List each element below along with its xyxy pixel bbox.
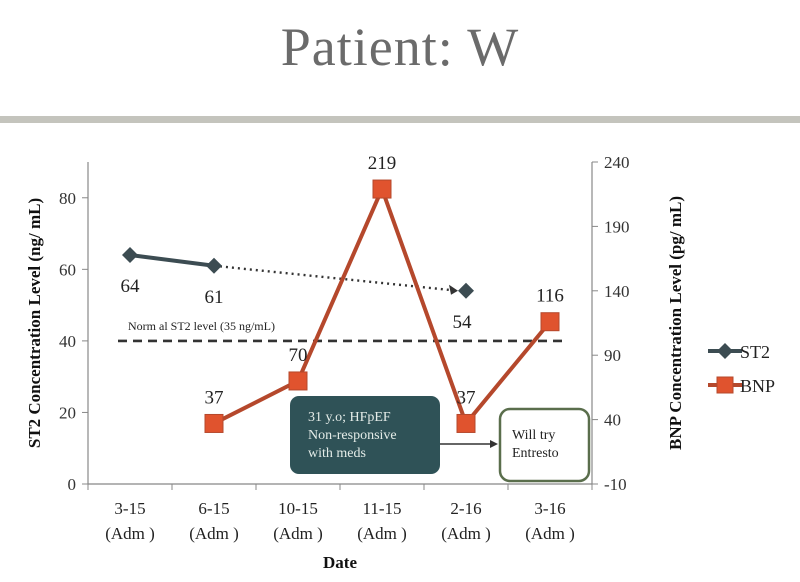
y-right-tick-label: 90 — [604, 346, 621, 365]
x-tick-label: 10-15 — [278, 499, 318, 518]
y-left-tick-label: 40 — [59, 332, 76, 351]
st2-data-label: 54 — [453, 312, 473, 333]
y-left-tick-label: 60 — [59, 260, 76, 279]
x-tick-sublabel: (Adm ) — [357, 524, 407, 543]
legend-bnp-label: BNP — [740, 376, 775, 396]
bnp-data-label: 116 — [536, 286, 564, 307]
st2-line-segment — [129, 253, 215, 268]
annotation-light-box-line: Entresto — [512, 446, 559, 461]
x-tick-label: 3-15 — [114, 499, 145, 518]
y-right-tick-label: 240 — [604, 153, 630, 172]
bnp-point — [540, 312, 560, 332]
annotation-light-box-bg — [498, 407, 591, 483]
st2-point — [122, 247, 138, 264]
y-left-tick-label: 80 — [59, 189, 76, 208]
y-axis-left-title: ST2 Concentration Level (ng/ mL) — [25, 198, 44, 448]
bnp-data-label: 37 — [457, 387, 476, 408]
st2-data-label: 61 — [205, 287, 224, 308]
y-right-tick-label: -10 — [604, 475, 627, 494]
st2-dotted-arrowhead — [449, 284, 458, 295]
y-axis-right-title: BNP Concentration Level (pg/ mL) — [666, 196, 685, 450]
x-tick-label: 11-15 — [362, 499, 401, 518]
annotation-arrowhead — [490, 440, 498, 448]
annotation-light-box-line: Will try — [512, 428, 555, 443]
x-tick-sublabel: (Adm ) — [525, 524, 575, 543]
x-tick-sublabel: (Adm ) — [273, 524, 323, 543]
st2-point — [458, 282, 474, 299]
y-right-tick-label: 140 — [604, 282, 630, 301]
x-axis-title: Date — [323, 553, 357, 572]
bnp-line — [213, 183, 552, 428]
st2-dotted-segment — [213, 264, 459, 292]
annotation-dark-box-line: Non-responsive — [308, 428, 397, 443]
st2-point — [206, 257, 222, 274]
x-tick-sublabel: (Adm ) — [189, 524, 239, 543]
y-left-tick-label: 20 — [59, 403, 76, 422]
annotation-dark-box-bg — [290, 396, 440, 474]
x-tick-label: 6-15 — [198, 499, 229, 518]
x-tick-sublabel: (Adm ) — [105, 524, 155, 543]
bnp-point — [288, 371, 308, 391]
y-right-tick-label: 190 — [604, 217, 630, 236]
slide-title: Patient: W — [280, 17, 520, 77]
x-tick-sublabel: (Adm ) — [441, 524, 491, 543]
bnp-data-label: 219 — [368, 153, 397, 174]
reference-line-label: Norm al ST2 level (35 ng/mL) — [128, 319, 275, 333]
annotation-dark-box: 31 y.o; HFpEF Non-responsive with meds — [290, 396, 440, 474]
annotation-dark-box-line: 31 y.o; HFpEF — [308, 410, 391, 425]
y-right-tick-label: 40 — [604, 411, 621, 430]
x-tick-label: 2-16 — [450, 499, 481, 518]
bnp-point — [456, 413, 476, 433]
bnp-data-label: 70 — [289, 345, 308, 366]
st2-data-label: 64 — [121, 276, 141, 297]
bnp-point — [204, 413, 224, 433]
legend: ST2 BNP — [708, 342, 775, 396]
annotation-dark-box-line: with meds — [308, 446, 366, 461]
legend-bnp-marker — [716, 376, 734, 394]
title-divider — [0, 116, 800, 123]
legend-st2-label: ST2 — [740, 342, 770, 362]
y-left-tick-label: 0 — [68, 475, 77, 494]
bnp-point — [372, 179, 392, 199]
x-tick-label: 3-16 — [534, 499, 565, 518]
annotation-light-box: Will try Entresto — [498, 407, 591, 483]
bnp-data-label: 37 — [205, 387, 224, 408]
legend-st2-marker — [717, 343, 733, 359]
